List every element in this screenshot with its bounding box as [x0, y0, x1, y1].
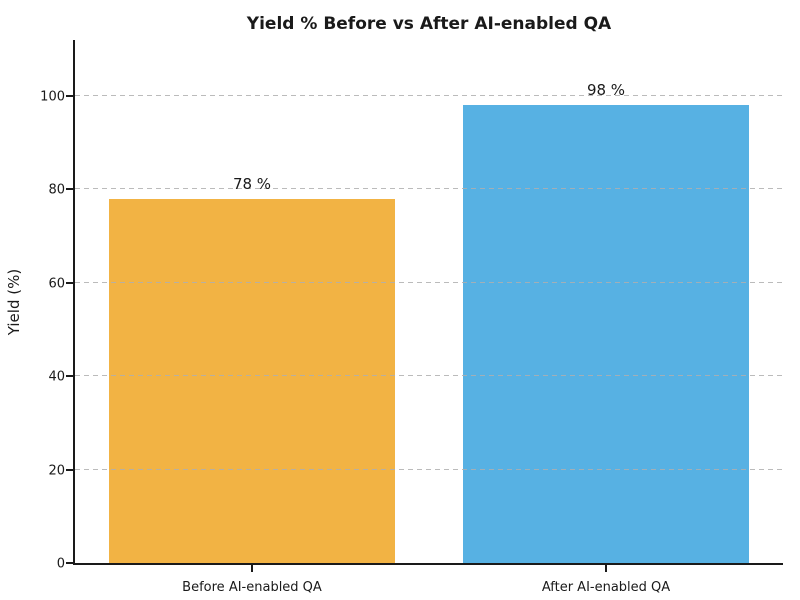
gridline-y-80: [75, 188, 783, 190]
y-tick-label-40: 40: [48, 369, 65, 385]
x-tick-label-before: Before AI-enabled QA: [182, 580, 322, 595]
y-tick-mark-80: [66, 188, 73, 191]
x-tick-mark-0: [251, 565, 253, 572]
y-tick-label-0: 0: [56, 556, 65, 572]
chart-title: Yield % Before vs After AI-enabled QA: [246, 14, 612, 34]
y-tick-mark-20: [66, 468, 73, 471]
y-axis-label: Yield (%): [5, 268, 23, 336]
y-tick-label-100: 100: [40, 89, 65, 105]
y-axis-spine: [73, 40, 75, 563]
bar-value-label-after: 98 %: [586, 81, 626, 100]
gridline-y-20: [75, 468, 783, 470]
y-tick-label-20: 20: [48, 463, 65, 479]
gridline-y-100: [75, 95, 783, 97]
x-axis-spine: [73, 563, 783, 565]
plot-area: 78 % 98 % 0 20 40 60 80 100 Before AI-enabled …: [40, 40, 783, 595]
bar-after: [462, 105, 750, 563]
y-tick-mark-100: [66, 95, 73, 98]
bar-value-label-before: 78 %: [232, 174, 272, 193]
y-tick-mark-60: [66, 281, 73, 284]
x-tick-mark-1: [605, 565, 607, 572]
y-tick-mark-0: [66, 562, 73, 564]
y-tick-label-60: 60: [48, 276, 65, 292]
x-tick-label-after: After AI-enabled QA: [541, 580, 671, 595]
gridline-y-40: [75, 375, 783, 377]
y-tick-mark-40: [66, 375, 73, 378]
gridline-y-60: [75, 281, 783, 283]
bar-before: [108, 198, 396, 563]
y-tick-label-80: 80: [48, 182, 65, 198]
